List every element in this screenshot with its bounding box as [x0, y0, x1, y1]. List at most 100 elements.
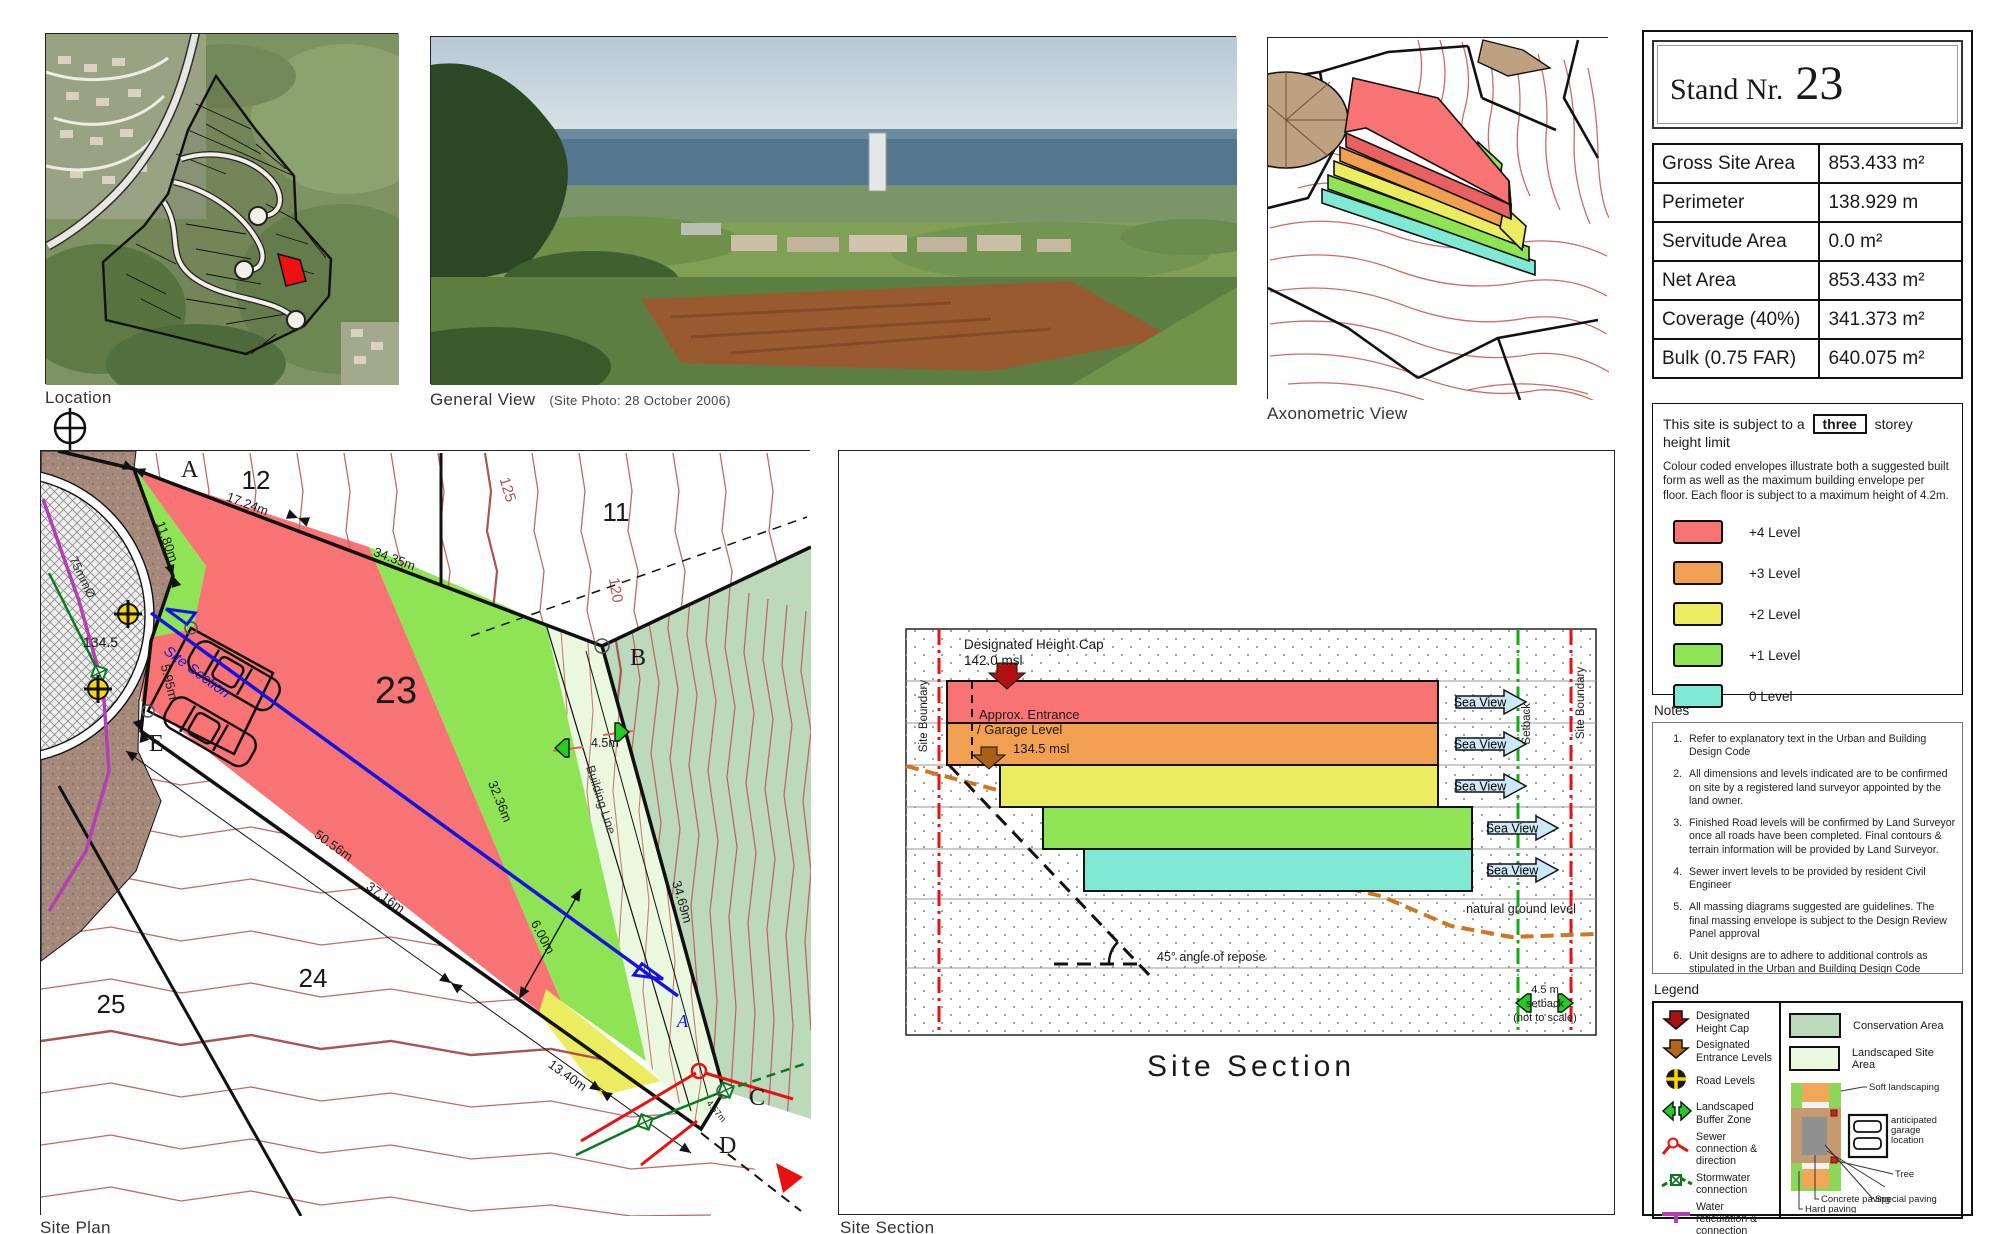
general-view-caption: General View (Site Photo: 28 October 2006…	[430, 390, 731, 410]
general-view-subtitle: (Site Photo: 28 October 2006)	[549, 393, 731, 408]
sewer-direction-arrow	[776, 1163, 803, 1193]
table-row: Net Area 853.433 m²	[1654, 262, 1961, 301]
bar-level-1	[1042, 806, 1473, 850]
storey-limit-line: This site is subject to a three storey h…	[1663, 414, 1913, 450]
repose-arc	[1107, 941, 1119, 965]
table-row: Perimeter 138.929 m	[1654, 184, 1961, 223]
site-boundary-label-left: Site Boundary	[918, 680, 930, 752]
stand-number: 23	[1795, 57, 1844, 110]
level-legend-row: +4 Level	[1673, 520, 1952, 545]
note-item: Finished Road levels will be confirmed b…	[1685, 817, 1956, 857]
svg-text:Concrete paving: Concrete paving	[1821, 1194, 1890, 1205]
legend-box: Designated Height Cap Designated Entranc…	[1652, 1001, 1963, 1234]
dimension-6m	[518, 888, 582, 1000]
entrance-label-2: / Garage Level	[977, 722, 1062, 737]
svg-text:anticipated: anticipated	[1891, 1115, 1937, 1126]
buffer-arrows	[552, 722, 634, 758]
level-legend-row: 0 Level	[1673, 684, 1952, 709]
height-cap-icon	[1661, 1010, 1691, 1030]
road-level-symbol	[84, 675, 112, 703]
general-view-title: General View	[430, 390, 536, 409]
estate-boundary	[101, 73, 333, 356]
corner-c-label: C	[749, 1085, 765, 1111]
parcel-25-label: 25	[97, 989, 126, 1019]
site-section-drawing: Sea View Sea View Sea View Sea View Sea …	[905, 628, 1597, 1083]
note-item: Unit designs are to adhere to additional…	[1685, 950, 1956, 973]
site-plan-panel: 12 11 23 24 25 A B C D E 17.24m 34.35m 1…	[0, 449, 812, 1217]
legend-symbols-column: Designated Height Cap Designated Entranc…	[1654, 1003, 1781, 1234]
axonometric-drawing	[1223, 38, 1610, 409]
car-glyph	[163, 696, 257, 768]
site-plan-drawing: 12 11 23 24 25 A B C D E 17.24m 34.35m 1…	[0, 449, 812, 1217]
envelope-paragraph: Colour coded envelopes illustrate both a…	[1663, 461, 1949, 502]
parcel-23-label: 23	[375, 670, 417, 712]
svg-text:garage: garage	[1891, 1125, 1921, 1136]
level-legend-row: +2 Level	[1673, 602, 1952, 627]
section-title: Site Section	[1147, 1050, 1355, 1083]
contour-125-label: 125	[496, 475, 520, 504]
natural-ground-label: natural ground level	[1466, 902, 1576, 916]
level-legend-row: +1 Level	[1673, 643, 1952, 668]
svg-text:Soft landscaping: Soft landscaping	[1869, 1082, 1939, 1093]
bar-level-0	[1083, 848, 1473, 892]
note-item: Sewer invert levels to be provided by re…	[1685, 866, 1956, 892]
entrance-levels-icon	[1661, 1039, 1691, 1059]
level-swatch	[1673, 602, 1723, 627]
entrance-arrow	[971, 746, 1007, 770]
svg-text:Sea View: Sea View	[1454, 696, 1508, 710]
yellow-wedge	[539, 989, 661, 1096]
distant-buildings	[681, 132, 1071, 252]
level-legend-row: +3 Level	[1673, 561, 1952, 586]
parcel-12-label: 12	[242, 465, 271, 495]
setback-dim-1: 4.5 m	[1531, 984, 1559, 996]
entrance-value: 134.5 msl	[1013, 741, 1069, 756]
note-item: Refer to explanatory text in the Urban a…	[1685, 733, 1956, 759]
dashed-line-parcel11	[470, 516, 808, 637]
svg-text:Sea View: Sea View	[1454, 738, 1508, 752]
sea-view-arrows: Sea View Sea View Sea View Sea View Sea …	[1454, 688, 1560, 884]
north-arrow-icon	[53, 408, 87, 450]
legend-site-diagram: Soft landscaping anticipated garage loca…	[1791, 1082, 1939, 1215]
axo-massing-stack	[1321, 77, 1536, 277]
location-caption: Location	[45, 388, 112, 407]
road-level-value: 134.5	[83, 634, 118, 650]
sewer-icon	[1661, 1137, 1689, 1155]
site-section-panel: Sea View Sea View Sea View Sea View Sea …	[838, 450, 1615, 1215]
road-levels-icon	[1666, 1069, 1686, 1089]
svg-text:Hard paving: Hard paving	[1805, 1204, 1856, 1213]
corner-marker-b	[594, 638, 610, 654]
site-data-table: Gross Site Area 853.433 m² Perimeter 138.9…	[1652, 143, 1963, 379]
height-cap-value: 142.0 msl	[964, 653, 1023, 668]
section-labels: Designated Height Cap 142.0 msl Approx. …	[918, 637, 1587, 1083]
svg-text:Sea View: Sea View	[1486, 822, 1540, 836]
general-view-photo	[371, 37, 1261, 407]
highlighted-stand-23	[276, 252, 307, 287]
conservation-edge	[601, 545, 812, 648]
svg-text:Tree: Tree	[1895, 1169, 1914, 1180]
note-item: All dimensions and levels indicated are …	[1685, 768, 1956, 808]
note-item: All massing diagrams suggested are guide…	[1685, 901, 1956, 941]
svg-text:location: location	[1891, 1135, 1924, 1146]
stormwater-lines	[47, 572, 808, 1157]
repose-label: 45° angle of repose	[1157, 950, 1266, 964]
section-massing-bars	[946, 680, 1473, 892]
level-swatch	[1673, 684, 1723, 709]
table-row: Gross Site Area 853.433 m²	[1654, 145, 1961, 184]
site-plan-caption: Site Plan	[40, 1218, 111, 1234]
buffer-wedge-west	[137, 471, 206, 637]
buffer-dim-label: 4.5m	[591, 736, 619, 750]
building-line	[545, 623, 692, 1112]
water-icon	[1662, 1212, 1690, 1224]
sewer-lines	[580, 1062, 794, 1167]
dimension-line-bc	[585, 650, 709, 1097]
corner-d-label: D	[719, 1133, 736, 1159]
site-boundary-label-right: Site Boundary	[1575, 667, 1587, 739]
axonometric-panel	[1223, 37, 1610, 409]
bar-level-3	[946, 722, 1439, 766]
stand23-massing	[137, 471, 561, 1013]
storey-limit-box: This site is subject to a three storey h…	[1652, 403, 1963, 709]
estate-roads	[161, 151, 306, 330]
buffer-zone-icon	[1661, 1100, 1693, 1122]
setback-arrow-left	[1514, 993, 1532, 1013]
contour-120-label: 120	[605, 576, 626, 604]
